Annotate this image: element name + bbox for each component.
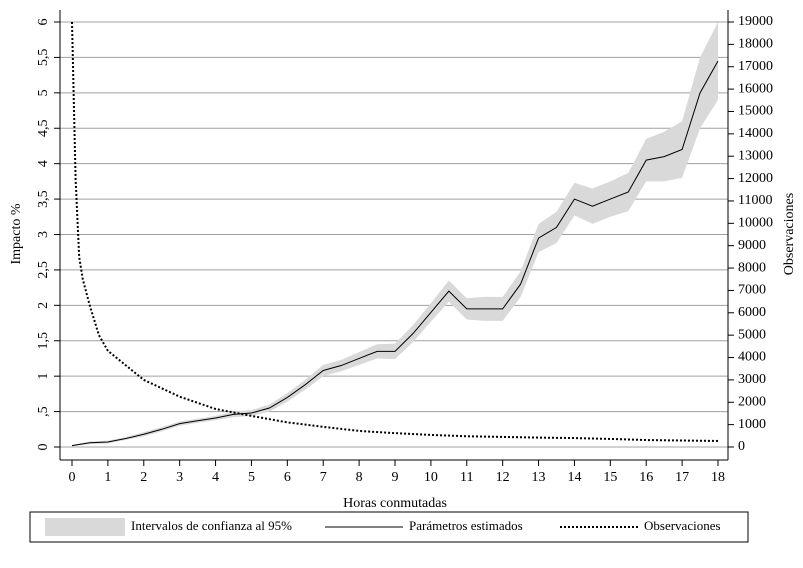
x-tick-label: 11 [460, 470, 473, 485]
y2-tick-label: 14000 [738, 126, 773, 141]
x-axis-title: Horas conmutadas [343, 496, 447, 511]
x-tick-label: 8 [356, 470, 363, 485]
x-tick-label: 12 [496, 470, 510, 485]
y2-tick-label: 15000 [738, 104, 773, 119]
y2-tick-label: 11000 [738, 193, 772, 208]
x-tick-label: 5 [248, 470, 255, 485]
x-tick-label: 10 [424, 470, 438, 485]
y-tick-label: 5 [36, 89, 51, 96]
observations-line [71, 21, 719, 442]
y2-tick-label: 10000 [738, 216, 773, 231]
y2-tick-label: 0 [738, 439, 745, 454]
y-tick-label: 0 [36, 444, 51, 451]
x-tick-label: 14 [567, 470, 581, 485]
y2-tick-label: 13000 [738, 148, 773, 163]
y2-tick-label: 3000 [738, 372, 766, 387]
x-tick-label: 7 [320, 470, 327, 485]
y2-tick-label: 2000 [738, 394, 766, 409]
y2-tick-label: 12000 [738, 171, 773, 186]
y-tick-label: ,5 [36, 406, 51, 417]
legend-box [29, 511, 749, 543]
y-tick-label: 4,5 [36, 120, 51, 138]
y-tick-label: 2,5 [36, 261, 51, 279]
y2-tick-label: 4000 [738, 350, 766, 365]
y-tick-label: 1 [36, 373, 51, 380]
y2-tick-label: 17000 [738, 59, 773, 74]
x-tick-label: 9 [392, 470, 399, 485]
y2-tick-label: 18000 [738, 37, 773, 52]
y2-tick-label: 8000 [738, 260, 766, 275]
x-tick-label: 1 [104, 470, 111, 485]
y-tick-label: 3 [36, 231, 51, 238]
legend-label: Observaciones [644, 518, 721, 533]
y2-tick-label: 9000 [738, 238, 766, 253]
legend-label: Intervalos de confianza al 95% [131, 518, 292, 533]
y-tick-label: 4 [36, 160, 51, 167]
x-tick-label: 15 [603, 470, 617, 485]
y2-axis-title: Observaciones [782, 193, 797, 275]
x-tick-label: 17 [675, 470, 689, 485]
x-tick-label: 4 [212, 470, 219, 485]
y-tick-label: 3,5 [36, 190, 51, 208]
y2-tick-label: 16000 [738, 81, 773, 96]
y-tick-label: 5,5 [36, 49, 51, 67]
x-tick-label: 0 [69, 470, 76, 485]
y-axis-title: Impacto % [9, 203, 24, 264]
x-tick-label: 6 [284, 470, 291, 485]
y-tick-label: 2 [36, 302, 51, 309]
y2-tick-label: 1000 [738, 417, 766, 432]
x-tick-label: 18 [711, 470, 725, 485]
x-tick-label: 13 [532, 470, 546, 485]
legend-label: Parámetros estimados [409, 518, 523, 533]
y-tick-label: 6 [36, 19, 51, 26]
x-tick-label: 3 [176, 470, 183, 485]
y2-tick-label: 6000 [738, 305, 766, 320]
x-tick-label: 2 [140, 470, 147, 485]
x-tick-label: 16 [639, 470, 653, 485]
estimate-line [71, 60, 719, 447]
y2-tick-label: 19000 [738, 14, 773, 29]
y2-tick-label: 5000 [738, 327, 766, 342]
y-tick-label: 1,5 [36, 332, 51, 350]
y2-tick-label: 7000 [738, 283, 766, 298]
legend-swatch [45, 518, 125, 536]
